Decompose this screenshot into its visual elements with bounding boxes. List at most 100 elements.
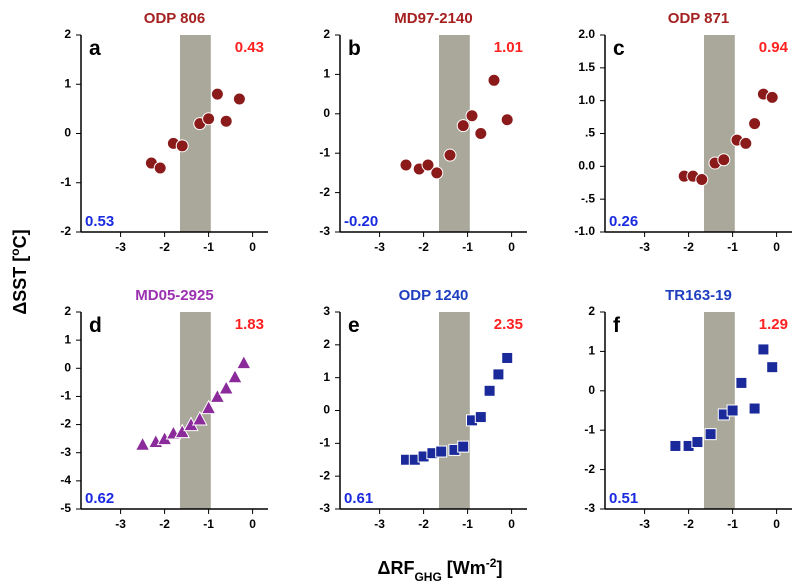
panel-title: ODP 871 bbox=[668, 10, 729, 27]
y-tick-label: -1 bbox=[60, 175, 71, 189]
data-point bbox=[669, 439, 682, 452]
x-tick-label: -2 bbox=[683, 240, 694, 254]
x-tick-label: -1 bbox=[727, 517, 738, 531]
y-tick-label: 0 bbox=[64, 126, 71, 140]
slope-high: 2.35 bbox=[494, 316, 523, 333]
y-tick-label: 2.0 bbox=[578, 27, 595, 41]
x-tick-label: 0 bbox=[249, 240, 256, 254]
y-tick-label: 0.0 bbox=[578, 159, 595, 173]
panel-letter: a bbox=[89, 37, 101, 60]
x-tick-label: -2 bbox=[683, 517, 694, 531]
panel-title: MD05-2925 bbox=[135, 287, 213, 304]
data-point bbox=[175, 139, 189, 153]
y-tick-label: 0 bbox=[323, 403, 330, 417]
x-tick-label: 0 bbox=[508, 517, 515, 531]
x-tick-label: -2 bbox=[159, 240, 170, 254]
data-point bbox=[200, 399, 217, 415]
x-axis-label-part: ] bbox=[496, 558, 502, 578]
panel-title: ODP 806 bbox=[144, 10, 205, 27]
data-point bbox=[435, 445, 448, 458]
y-tick-label: -3 bbox=[584, 501, 595, 515]
y-axis-label: ΔSST [oC] bbox=[8, 229, 30, 314]
data-point bbox=[210, 87, 224, 101]
x-tick-label: -3 bbox=[115, 240, 126, 254]
data-point bbox=[421, 158, 435, 172]
data-point bbox=[219, 114, 233, 128]
slope-high: 1.01 bbox=[494, 39, 523, 56]
y-tick-label: -2 bbox=[584, 462, 595, 476]
y-tick-label: -.5 bbox=[581, 191, 595, 205]
x-tick-label: -2 bbox=[418, 240, 429, 254]
slope-low: -0.20 bbox=[344, 213, 378, 230]
data-point bbox=[457, 440, 470, 453]
y-tick-label: -5 bbox=[60, 501, 71, 515]
shaded-band bbox=[439, 312, 470, 509]
x-tick-label: 0 bbox=[773, 517, 780, 531]
panel-letter: d bbox=[89, 314, 102, 337]
data-point bbox=[456, 119, 470, 133]
y-tick-label: 1 bbox=[323, 67, 330, 81]
slope-high: 0.43 bbox=[235, 39, 264, 56]
x-tick-label: -3 bbox=[374, 240, 385, 254]
slope-low: 0.62 bbox=[85, 490, 114, 507]
data-point bbox=[202, 112, 216, 126]
x-tick-label: 0 bbox=[773, 240, 780, 254]
y-tick-label: -2 bbox=[60, 417, 71, 431]
slope-low: 0.61 bbox=[344, 490, 373, 507]
data-point bbox=[474, 127, 488, 140]
x-tick-label: -3 bbox=[639, 517, 650, 531]
x-tick-label: -2 bbox=[418, 517, 429, 531]
data-point bbox=[483, 384, 496, 397]
x-tick-label: -1 bbox=[462, 517, 473, 531]
y-axis-label-part: o bbox=[8, 248, 22, 255]
panel: -5 -4 -3 -2 -1 0 1 2 -3 -2 -1 0 MD05-2925 d 1.83 0.62 bbox=[60, 287, 268, 531]
y-tick-label: 3 bbox=[323, 304, 330, 318]
slope-low: 0.53 bbox=[85, 213, 114, 230]
y-tick-label: 1 bbox=[64, 76, 71, 90]
panel-title: ODP 1240 bbox=[399, 287, 469, 304]
x-tick-label: -3 bbox=[115, 517, 126, 531]
data-point bbox=[134, 436, 151, 451]
x-tick-label: -1 bbox=[203, 517, 214, 531]
data-point bbox=[474, 411, 487, 424]
y-tick-label: -3 bbox=[60, 445, 71, 459]
y-tick-label: 2 bbox=[64, 27, 71, 41]
x-tick-label: 0 bbox=[508, 240, 515, 254]
y-tick-label: -4 bbox=[60, 473, 71, 487]
data-point bbox=[191, 410, 208, 426]
x-axis-label-part: -2 bbox=[486, 556, 497, 570]
panel: -3 -2 -1 0 1 2 -3 -2 -1 0 TR163-19 f 1.29 0.51 bbox=[584, 287, 792, 531]
data-point bbox=[695, 172, 709, 186]
x-tick-label: 0 bbox=[249, 517, 256, 531]
x-tick-label: -3 bbox=[374, 517, 385, 531]
data-point bbox=[232, 92, 246, 106]
data-point bbox=[399, 158, 413, 172]
y-tick-label: 0 bbox=[64, 360, 71, 374]
data-point bbox=[174, 423, 191, 439]
panel-title: TR163-19 bbox=[665, 287, 732, 304]
panel: -1.0 -.5 0.0 .5 1.0 1.5 2.0 -3 -2 -1 0 ODP 871 c 0.94… bbox=[574, 10, 792, 254]
data-point bbox=[500, 113, 514, 127]
data-point bbox=[209, 388, 226, 403]
y-tick-label: 1.5 bbox=[578, 60, 595, 74]
y-tick-label: -2 bbox=[60, 224, 71, 238]
y-tick-label: -1 bbox=[319, 145, 330, 159]
x-axis-label-part: GHG bbox=[414, 570, 441, 584]
panel-letter: f bbox=[613, 314, 621, 337]
y-tick-label: 2 bbox=[64, 304, 71, 318]
panel: -3 -2 -1 0 1 2 -3 -2 -1 0 MD97-2140 b 1.01 -0.20 bbox=[319, 10, 527, 254]
data-point bbox=[691, 436, 704, 449]
y-tick-label: 2 bbox=[588, 304, 595, 318]
panel-letter: e bbox=[348, 314, 360, 337]
x-tick-label: -1 bbox=[727, 240, 738, 254]
data-point bbox=[748, 117, 762, 131]
y-tick-label: 2 bbox=[323, 337, 330, 351]
data-point bbox=[757, 343, 770, 356]
data-point bbox=[501, 351, 514, 364]
x-tick-label: -1 bbox=[203, 240, 214, 254]
x-tick-label: -2 bbox=[159, 517, 170, 531]
panel-title: MD97-2140 bbox=[394, 10, 472, 27]
x-axis-label-part: ΔRF bbox=[378, 558, 415, 578]
data-point bbox=[726, 404, 739, 417]
